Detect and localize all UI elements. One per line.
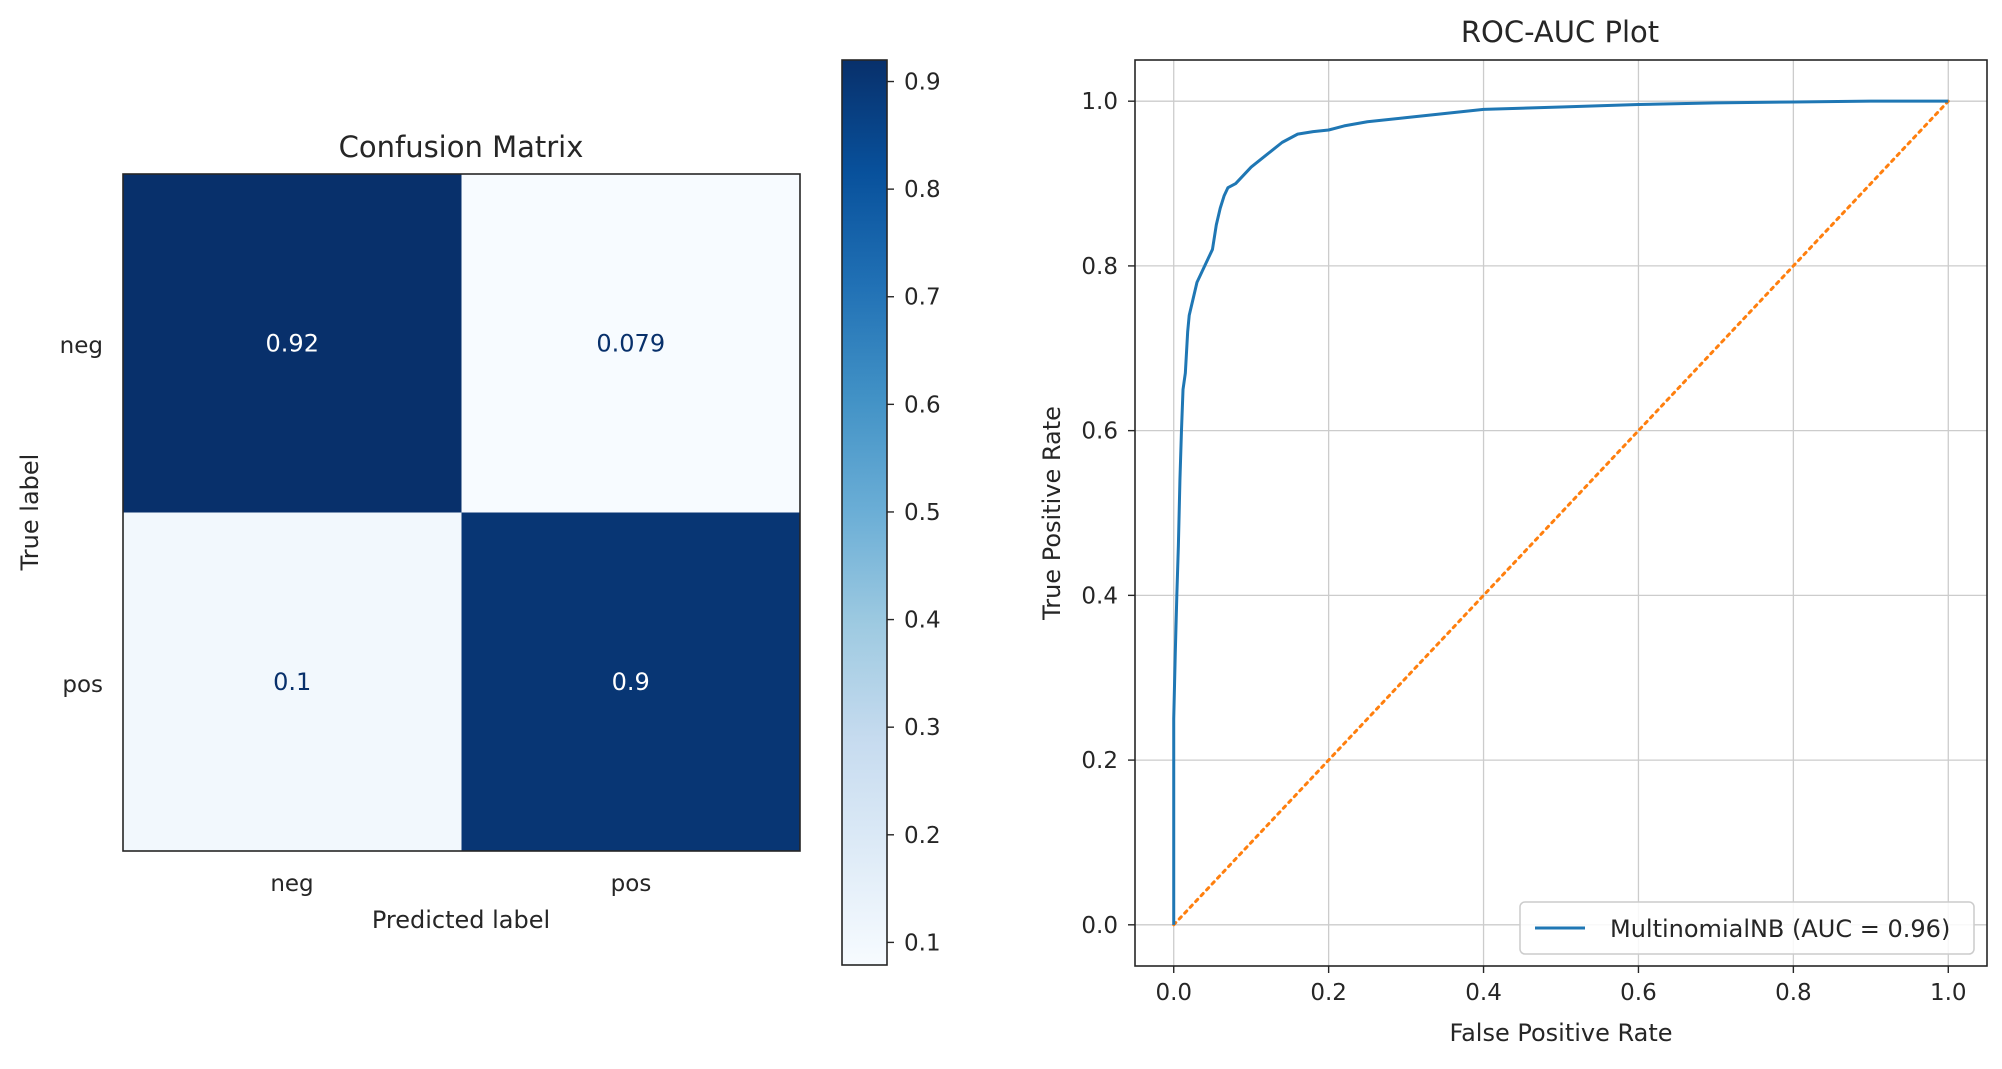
cm-cell-label-1-1: 0.9 xyxy=(612,668,650,696)
cm-ytick-pos: pos xyxy=(62,672,103,698)
cm-cell-label-1-0: 0.1 xyxy=(273,668,311,696)
cm-cells: 0.92 0.079 0.1 0.9 xyxy=(123,174,800,851)
colorbar-ticks: 0.1 0.2 0.3 0.4 0.5 0.6 0.7 0.8 0.9 xyxy=(887,70,941,956)
cm-xtick-pos: pos xyxy=(611,871,652,897)
roc-ytick-label: 0.6 xyxy=(1081,419,1118,445)
cm-cell-0-0 xyxy=(123,174,462,513)
colorbar-tick-label: 0.2 xyxy=(904,823,941,849)
colorbar-tick-label: 0.6 xyxy=(904,392,941,418)
roc-xlabel: False Positive Rate xyxy=(1449,1019,1672,1047)
cm-cell-label-0-1: 0.079 xyxy=(596,329,665,357)
roc-curve-multinomialnb xyxy=(1172,99,1949,925)
roc-ticks: 0.0 0.2 0.4 0.6 0.8 1.0 0.0 0.2 0.4 0.6 0.8 1.0 xyxy=(1081,89,1966,1006)
cm-xtick-neg: neg xyxy=(270,871,313,897)
roc-xtick-label: 0.2 xyxy=(1310,980,1347,1006)
roc-ytick-label: 0.2 xyxy=(1081,748,1118,774)
colorbar-tick-label: 0.5 xyxy=(904,500,941,526)
roc-chance-line xyxy=(1172,99,1950,927)
colorbar-tick-label: 0.9 xyxy=(904,70,941,96)
legend-label: MultinomialNB (AUC = 0.96) xyxy=(1610,915,1950,943)
colorbar-tick-label: 0.4 xyxy=(904,608,941,634)
cm-frame xyxy=(122,173,801,852)
cm-cell-1-0 xyxy=(123,512,462,851)
roc-title: ROC-AUC Plot xyxy=(1461,15,1659,49)
colorbar: 0.1 0.2 0.3 0.4 0.5 0.6 0.7 0.8 0.9 xyxy=(841,59,941,966)
colorbar-tick-label: 0.1 xyxy=(904,930,941,956)
roc-ytick-label: 0.8 xyxy=(1081,254,1118,280)
cm-ytick-neg: neg xyxy=(60,333,103,359)
cm-xlabel: Predicted label xyxy=(372,906,550,934)
roc-xtick-label: 0.0 xyxy=(1155,980,1192,1006)
cm-cell-0-1 xyxy=(461,174,800,513)
roc-ylabel: True Positive Rate xyxy=(1038,406,1066,621)
roc-legend: MultinomialNB (AUC = 0.96) xyxy=(1519,901,1975,955)
roc-ytick-label: 1.0 xyxy=(1081,89,1118,115)
confusion-matrix-panel: Confusion Matrix 0.92 0.079 0.1 0.9 neg pos… xyxy=(16,130,801,934)
roc-xtick-label: 0.8 xyxy=(1775,980,1812,1006)
colorbar-tick-label: 0.8 xyxy=(904,177,941,203)
cm-cell-1-1 xyxy=(461,512,800,851)
cm-ylabel: True label xyxy=(16,454,44,572)
roc-xtick-label: 1.0 xyxy=(1930,980,1967,1006)
roc-panel: ROC-AUC Plot 0.0 0.2 0.4 0.6 0.8 1.0 0.0 0.2 0.4… xyxy=(1038,15,1988,1047)
roc-ytick-label: 0.0 xyxy=(1081,913,1118,939)
colorbar-tick-label: 0.3 xyxy=(904,715,941,741)
cm-title: Confusion Matrix xyxy=(339,130,584,164)
roc-ytick-label: 0.4 xyxy=(1081,583,1118,609)
colorbar-gradient xyxy=(842,60,887,965)
roc-xtick-label: 0.4 xyxy=(1465,980,1502,1006)
roc-lines xyxy=(1172,99,1950,927)
roc-frame xyxy=(1134,59,1988,967)
cm-cell-label-0-0: 0.92 xyxy=(266,329,319,357)
roc-xtick-label: 0.6 xyxy=(1620,980,1657,1006)
colorbar-tick-label: 0.7 xyxy=(904,285,941,311)
legend-box xyxy=(1519,901,1975,955)
